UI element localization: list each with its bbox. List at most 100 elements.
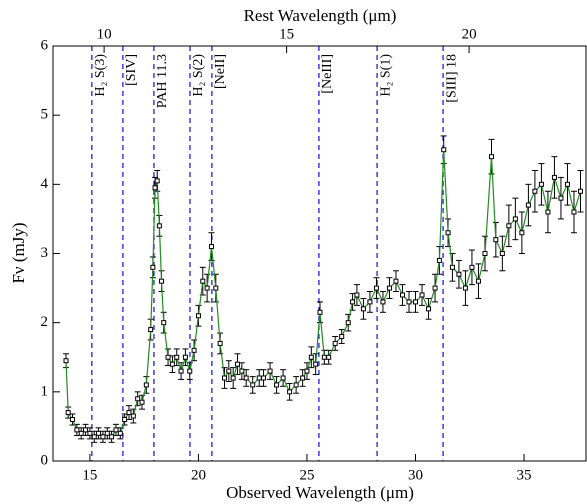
data-point [165, 354, 171, 360]
y-tick-label: 6 [41, 37, 49, 53]
line-label: [NeIII] [320, 54, 335, 94]
data-point [226, 368, 232, 374]
data-point [91, 434, 97, 440]
data-point [182, 354, 188, 360]
x2-tick-label: 10 [97, 26, 112, 42]
data-point [538, 181, 544, 187]
x-tick-label: 30 [408, 467, 423, 483]
data-point [152, 185, 158, 191]
y-tick-label: 4 [41, 176, 49, 192]
data-point [280, 375, 286, 381]
line-label: [SIII] 18 [444, 54, 459, 103]
x-tick-label: 20 [191, 467, 206, 483]
x2-tick-label: 15 [279, 26, 294, 42]
data-point [441, 147, 447, 153]
data-point [449, 264, 455, 270]
line-label: [SIV] [124, 54, 139, 86]
data-point [445, 230, 451, 236]
data-point [577, 188, 583, 194]
data-point [78, 430, 84, 436]
data-point [104, 430, 110, 436]
data-point [159, 278, 165, 284]
data-point [117, 430, 123, 436]
data-point [558, 195, 564, 201]
data-point [187, 368, 193, 374]
data-point [178, 368, 184, 374]
y-tick-label: 1 [41, 383, 49, 399]
data-point [230, 375, 236, 381]
data-point [456, 271, 462, 277]
data-point [122, 417, 128, 422]
data-point [499, 251, 505, 256]
line-label: H₂ S(1) [378, 54, 393, 97]
data-point [221, 375, 227, 381]
data-point [354, 292, 360, 298]
data-point [139, 399, 145, 405]
data-point [413, 299, 419, 305]
data-point [462, 285, 468, 291]
data-point [386, 285, 392, 291]
data-point [512, 216, 518, 222]
data-point [551, 174, 557, 180]
data-point [350, 299, 356, 305]
data-point [339, 334, 345, 339]
data-point [156, 223, 162, 229]
data-point [419, 292, 425, 298]
y-tick-label: 0 [41, 452, 49, 468]
data-point [300, 375, 306, 381]
y-tick-label: 3 [41, 245, 49, 261]
data-point [482, 251, 488, 256]
data-point [191, 347, 197, 353]
data-point [367, 299, 373, 305]
data-point [525, 202, 531, 208]
x-axis-label: Observed Wavelength (μm) [226, 483, 414, 502]
data-point [204, 285, 210, 291]
data-point [96, 430, 102, 436]
data-point [74, 427, 80, 433]
data-point [100, 434, 106, 440]
line-label: H₂ S(3) [93, 54, 108, 97]
data-point [287, 389, 293, 395]
spectrum-line [65, 149, 582, 438]
data-point [70, 417, 76, 422]
x-tick-label: 15 [82, 467, 97, 483]
data-point [532, 188, 538, 194]
data-point [293, 382, 299, 388]
data-point [200, 278, 206, 284]
x2-axis-label: Rest Wavelength (μm) [244, 6, 397, 25]
data-point [469, 264, 475, 270]
data-point [393, 278, 399, 284]
data-point [321, 354, 327, 360]
data-point [148, 327, 154, 333]
data-point [150, 264, 156, 270]
data-point [345, 320, 351, 326]
data-point [243, 375, 249, 381]
data-point [143, 382, 149, 388]
data-point [208, 244, 214, 250]
data-point [135, 396, 141, 402]
line-label: [NeII] [213, 54, 228, 89]
data-point [130, 413, 136, 419]
data-point [256, 375, 262, 381]
data-point [126, 410, 132, 416]
data-point [250, 382, 256, 388]
data-point [380, 299, 386, 305]
data-point [519, 230, 525, 236]
data-point [426, 306, 432, 312]
data-point [83, 427, 89, 433]
data-point [326, 354, 332, 360]
data-point [564, 181, 570, 187]
data-point [235, 361, 241, 367]
data-point [174, 354, 180, 360]
data-point [274, 382, 280, 388]
y-tick-label: 5 [41, 107, 49, 123]
y-axis-label: Fν (mJy) [9, 222, 28, 283]
data-point [169, 361, 175, 367]
data-point [308, 354, 314, 360]
data-point [109, 434, 115, 440]
data-point [317, 309, 323, 315]
x-tick-label: 35 [517, 467, 532, 483]
data-point [332, 340, 338, 346]
data-point [399, 292, 405, 298]
